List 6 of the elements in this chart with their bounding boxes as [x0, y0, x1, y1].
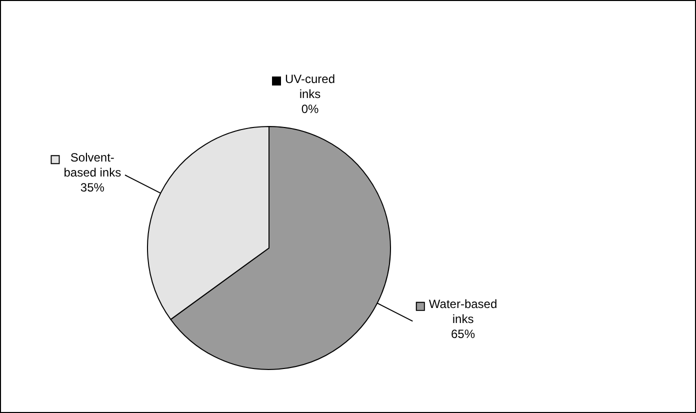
legend-label: Solvent-based inks [64, 150, 122, 180]
data-label: 65% [451, 327, 476, 342]
text: 0% [301, 102, 319, 116]
data-label: 35% [80, 180, 105, 194]
legend-label: UV-cured inks [284, 72, 336, 101]
legend-label: Water-based inks [428, 297, 498, 326]
